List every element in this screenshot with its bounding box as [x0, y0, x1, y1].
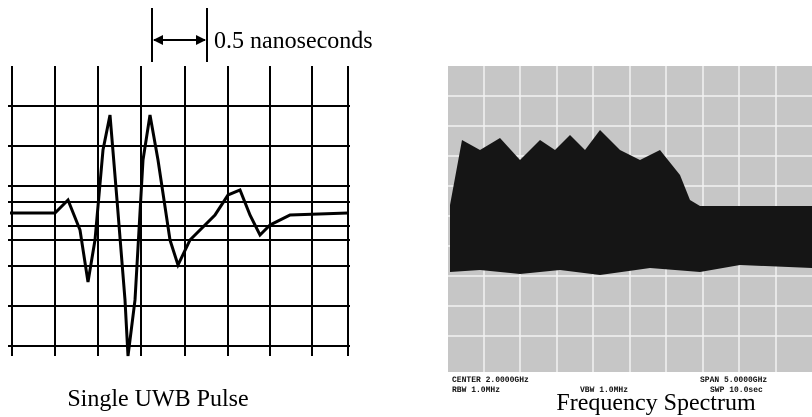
- readout: SPAN 5.0000GHz: [700, 376, 767, 385]
- spectrum-caption: Frequency Spectrum: [556, 390, 756, 416]
- spectrum-trace: [450, 130, 812, 275]
- readout: RBW 1.0MHz: [452, 386, 500, 395]
- scale-label: 0.5 nanoseconds: [214, 28, 373, 54]
- readout: SWP 10.0sec: [710, 386, 763, 395]
- scale-marker: [151, 8, 208, 62]
- pulse-waveform: [10, 114, 349, 357]
- readout: CENTER 2.0000GHz: [452, 376, 529, 385]
- scope-grid: [8, 66, 350, 356]
- readout: VBW 1.0MHz: [580, 386, 628, 395]
- pulse-caption: Single UWB Pulse: [67, 386, 248, 412]
